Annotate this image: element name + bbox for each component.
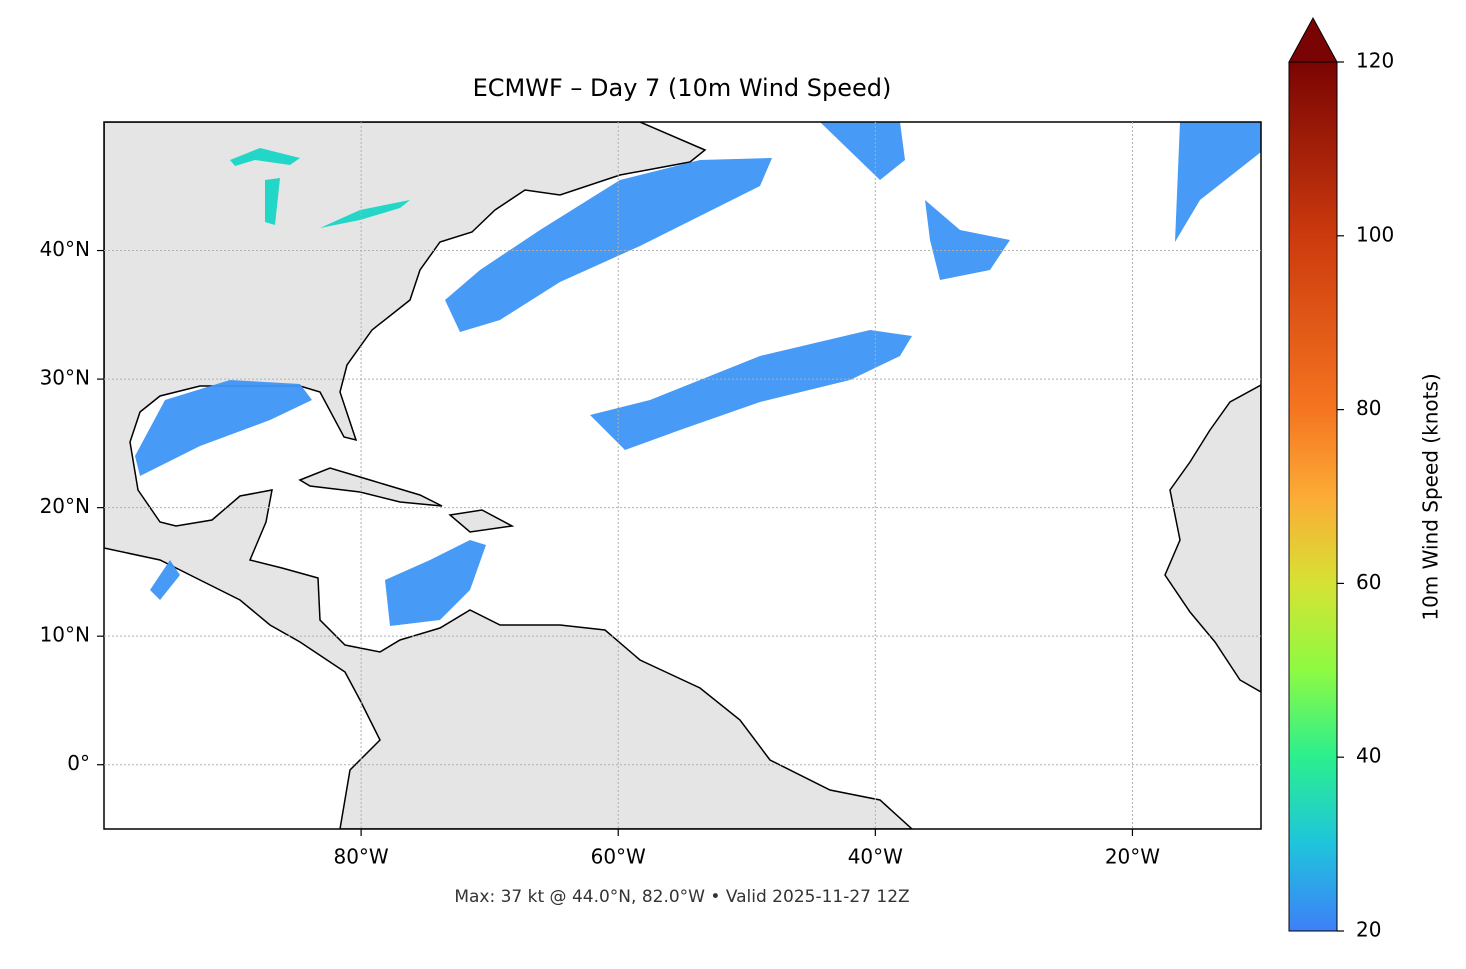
y-tick-label: 30°N <box>40 366 90 390</box>
colorbar-label: 10m Wind Speed (knots) <box>1419 373 1443 620</box>
x-tick-label: 40°W <box>848 845 903 869</box>
wind-swath <box>385 540 486 626</box>
wind-swath <box>925 200 1010 280</box>
x-tick-label: 20°W <box>1105 845 1160 869</box>
wind-swath <box>135 380 312 476</box>
footer-note: Max: 37 kt @ 44.0°N, 82.0°W • Valid 2025… <box>454 887 909 907</box>
x-tick-label: 80°W <box>333 845 388 869</box>
colorbar-extend <box>1288 16 1338 63</box>
y-tick-label: 20°N <box>40 494 90 518</box>
colorbar-tick-label: 40 <box>1356 744 1381 768</box>
cuba <box>298 467 443 507</box>
africa <box>1164 384 1261 693</box>
x-tick-label: 60°W <box>591 845 646 869</box>
map-frame <box>103 121 1262 830</box>
great-lakes <box>320 200 410 228</box>
wind-swath <box>150 560 180 600</box>
colorbar-tick-label: 80 <box>1356 396 1381 420</box>
great-lakes <box>265 178 280 225</box>
map-layers <box>104 122 1261 829</box>
colorbar <box>1288 61 1338 932</box>
colorbar-tick-label: 60 <box>1356 570 1381 594</box>
colorbar-tick-label: 20 <box>1356 918 1381 942</box>
americas <box>104 122 914 829</box>
great-lakes <box>230 148 300 166</box>
y-tick-label: 40°N <box>40 237 90 261</box>
colorbar-tick-label: 120 <box>1356 49 1394 73</box>
y-tick-label: 10°N <box>40 623 90 647</box>
hispaniola <box>448 509 515 533</box>
wind-swath <box>1175 122 1261 242</box>
wind-swath <box>445 158 772 332</box>
wind-swath <box>820 122 905 180</box>
wind-swath <box>590 330 912 450</box>
colorbar-tick-label: 100 <box>1356 222 1394 246</box>
map-title: ECMWF – Day 7 (10m Wind Speed) <box>473 74 892 102</box>
y-tick-label: 0° <box>67 751 90 775</box>
